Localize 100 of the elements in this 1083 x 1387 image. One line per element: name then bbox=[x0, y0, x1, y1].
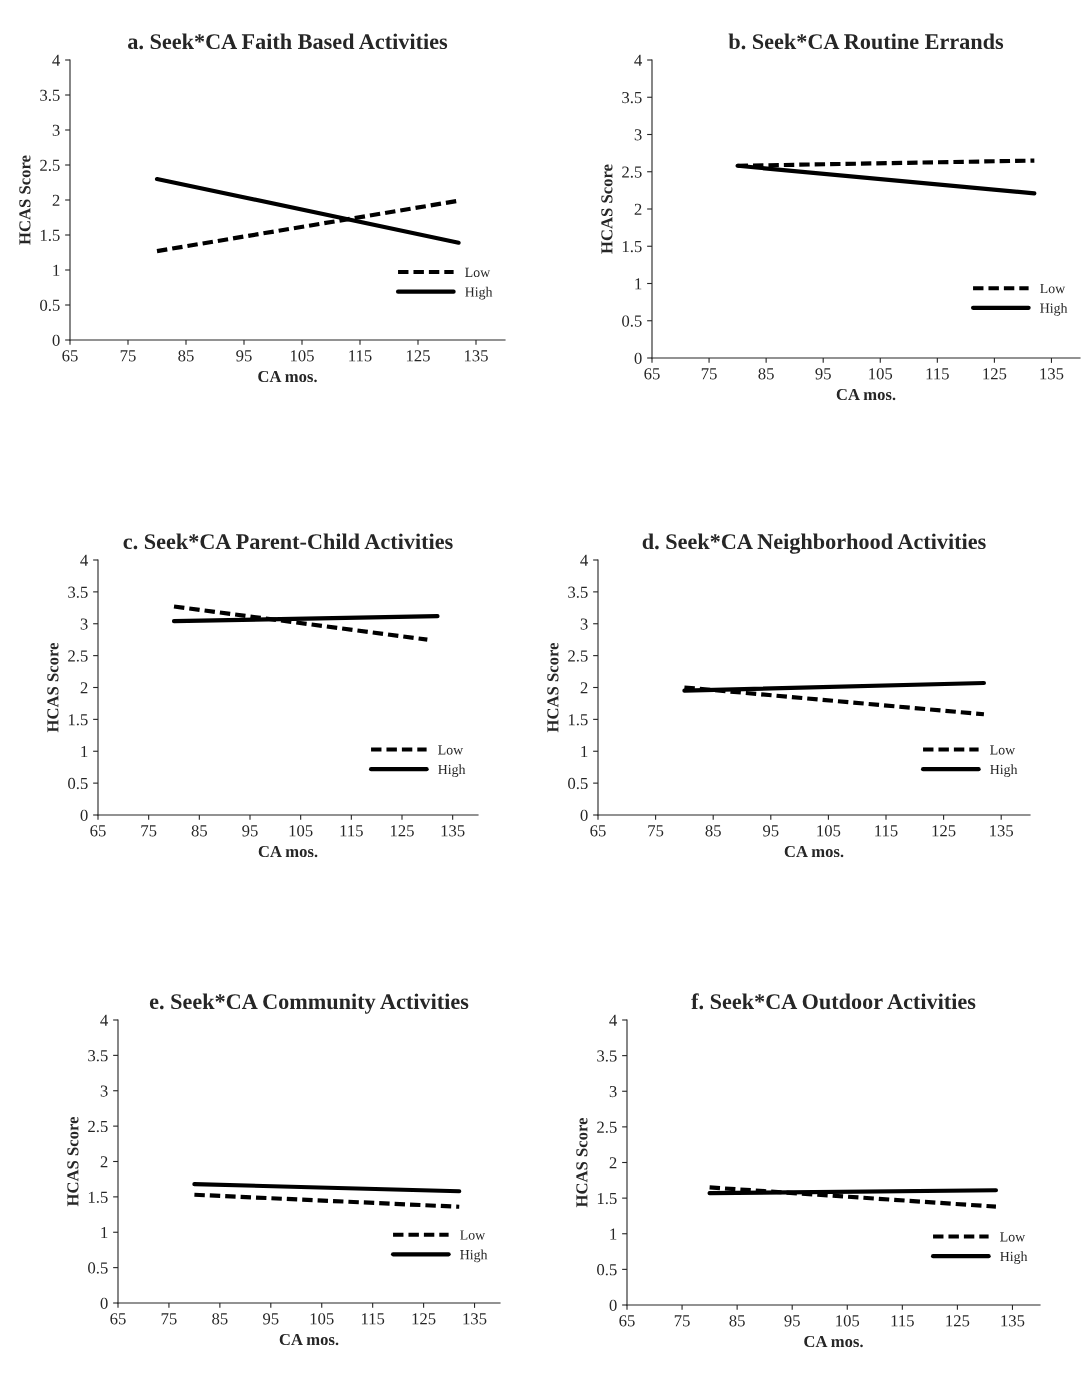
x-tick-label: 135 bbox=[463, 1313, 487, 1325]
y-tick-label: 0.5 bbox=[68, 777, 88, 790]
y-tick-label: 1 bbox=[53, 264, 60, 276]
x-tick-label: 95 bbox=[815, 368, 831, 380]
y-tick-label: 2.5 bbox=[597, 1121, 617, 1133]
legend-label: High bbox=[1040, 303, 1068, 316]
x-tick-label: 125 bbox=[983, 368, 1007, 380]
y-tick-label: 2 bbox=[100, 1156, 108, 1168]
x-tick-label: 105 bbox=[290, 350, 314, 362]
y-tick-label: 3.5 bbox=[40, 89, 60, 102]
x-tick-label: 75 bbox=[648, 825, 664, 837]
y-tick-label: 1 bbox=[635, 278, 642, 290]
y-tick-label: 2 bbox=[52, 194, 60, 206]
y-tick-label: 0.5 bbox=[597, 1264, 617, 1276]
y-tick-label: 2.5 bbox=[40, 159, 60, 172]
y-tick-label: 0.5 bbox=[88, 1262, 108, 1274]
y-tick-label: 1.5 bbox=[568, 714, 588, 726]
y-tick-label: 4 bbox=[80, 554, 89, 566]
x-axis-title: CA mos. bbox=[258, 845, 318, 858]
x-tick-label: 95 bbox=[784, 1315, 800, 1327]
y-tick-label: 1.5 bbox=[597, 1192, 617, 1205]
y-tick-label: 1 bbox=[81, 746, 88, 758]
x-tick-label: 85 bbox=[212, 1313, 228, 1325]
y-tick-label: 1 bbox=[101, 1227, 108, 1239]
y-tick-label: 3.5 bbox=[88, 1050, 108, 1062]
legend-label: Low bbox=[460, 1230, 486, 1240]
y-tick-label: 4 bbox=[52, 54, 61, 66]
y-tick-label: 3.5 bbox=[597, 1050, 617, 1062]
y-tick-label: 0 bbox=[580, 809, 588, 821]
y-tick-label: 1.5 bbox=[88, 1191, 108, 1203]
x-tick-label: 65 bbox=[90, 825, 106, 837]
y-tick-label: 0.5 bbox=[622, 315, 642, 327]
x-tick-label: 105 bbox=[817, 825, 841, 837]
legend-label: High bbox=[465, 286, 493, 300]
y-tick-label: 1.5 bbox=[40, 229, 60, 242]
x-tick-label: 95 bbox=[242, 825, 258, 837]
x-tick-label: 135 bbox=[441, 825, 465, 837]
x-tick-label: 125 bbox=[406, 350, 430, 362]
x-tick-label: 85 bbox=[758, 368, 774, 380]
x-tick-label: 105 bbox=[836, 1315, 860, 1327]
legend-label: High bbox=[438, 764, 466, 777]
y-tick-label: 3 bbox=[609, 1086, 617, 1098]
chart-title: b. Seek*CA Routine Errands bbox=[728, 33, 1004, 50]
legend-label: Low bbox=[465, 267, 491, 278]
y-tick-label: 2 bbox=[580, 682, 588, 694]
x-tick-label: 75 bbox=[120, 350, 136, 362]
y-tick-label: 4 bbox=[580, 554, 589, 566]
y-tick-label: 3.5 bbox=[568, 586, 588, 598]
y-axis-title: HCAS Score bbox=[67, 1116, 79, 1207]
x-tick-label: 105 bbox=[289, 825, 313, 837]
chart-title: e. Seek*CA Community Activities bbox=[149, 993, 469, 1014]
x-tick-label: 115 bbox=[891, 1315, 914, 1327]
y-tick-label: 3.5 bbox=[622, 92, 642, 104]
y-axis-title: HCAS Score bbox=[576, 1117, 588, 1208]
y-tick-label: 1.5 bbox=[622, 241, 642, 253]
y-tick-label: 2.5 bbox=[68, 650, 88, 662]
x-tick-label: 95 bbox=[263, 1313, 279, 1325]
y-tick-label: 0.5 bbox=[40, 299, 60, 312]
y-tick-label: 3 bbox=[80, 618, 88, 630]
x-tick-label: 85 bbox=[191, 825, 208, 837]
x-tick-label: 65 bbox=[110, 1313, 126, 1325]
y-tick-label: 4 bbox=[634, 54, 643, 66]
y-axis-title: HCAS Score bbox=[601, 164, 613, 254]
y-axis-title: HCAS Score bbox=[19, 155, 31, 245]
chart-title: d. Seek*CA Neighborhood Activities bbox=[642, 533, 986, 554]
x-tick-label: 115 bbox=[361, 1313, 385, 1325]
x-tick-label: 75 bbox=[141, 825, 157, 837]
x-axis-title: CA mos. bbox=[804, 1335, 863, 1348]
y-tick-label: 3 bbox=[52, 124, 60, 136]
x-tick-label: 75 bbox=[161, 1313, 177, 1325]
x-tick-label: 115 bbox=[349, 350, 372, 362]
legend-label: High bbox=[1000, 1251, 1028, 1264]
y-tick-label: 0 bbox=[100, 1297, 108, 1309]
x-tick-label: 135 bbox=[1001, 1315, 1025, 1327]
legend-label: Low bbox=[990, 745, 1016, 755]
y-tick-label: 4 bbox=[609, 1014, 618, 1026]
x-tick-label: 115 bbox=[340, 825, 363, 837]
x-tick-label: 115 bbox=[926, 368, 949, 380]
y-tick-label: 1 bbox=[610, 1228, 617, 1240]
legend-label: Low bbox=[1000, 1232, 1026, 1242]
y-tick-label: 3 bbox=[634, 129, 642, 141]
y-tick-label: 3 bbox=[100, 1085, 108, 1097]
x-tick-label: 95 bbox=[236, 350, 252, 362]
x-axis-title: CA mos. bbox=[784, 845, 844, 858]
y-tick-label: 0.5 bbox=[568, 777, 588, 790]
x-tick-label: 65 bbox=[619, 1315, 635, 1327]
y-tick-label: 4 bbox=[100, 1014, 109, 1026]
y-tick-label: 2 bbox=[634, 203, 642, 215]
y-tick-label: 0 bbox=[80, 809, 88, 821]
x-tick-label: 85 bbox=[178, 350, 194, 362]
y-tick-label: 2.5 bbox=[88, 1120, 108, 1133]
x-tick-label: 85 bbox=[729, 1315, 745, 1327]
y-tick-label: 2 bbox=[609, 1157, 617, 1169]
x-tick-label: 105 bbox=[310, 1313, 334, 1325]
y-tick-label: 2.5 bbox=[568, 650, 588, 662]
chart-title: a. Seek*CA Faith Based Activities bbox=[128, 33, 448, 50]
y-tick-label: 2 bbox=[80, 682, 88, 694]
x-tick-label: 75 bbox=[674, 1315, 690, 1327]
y-tick-label: 3 bbox=[580, 618, 588, 630]
y-tick-label: 1 bbox=[581, 746, 588, 758]
